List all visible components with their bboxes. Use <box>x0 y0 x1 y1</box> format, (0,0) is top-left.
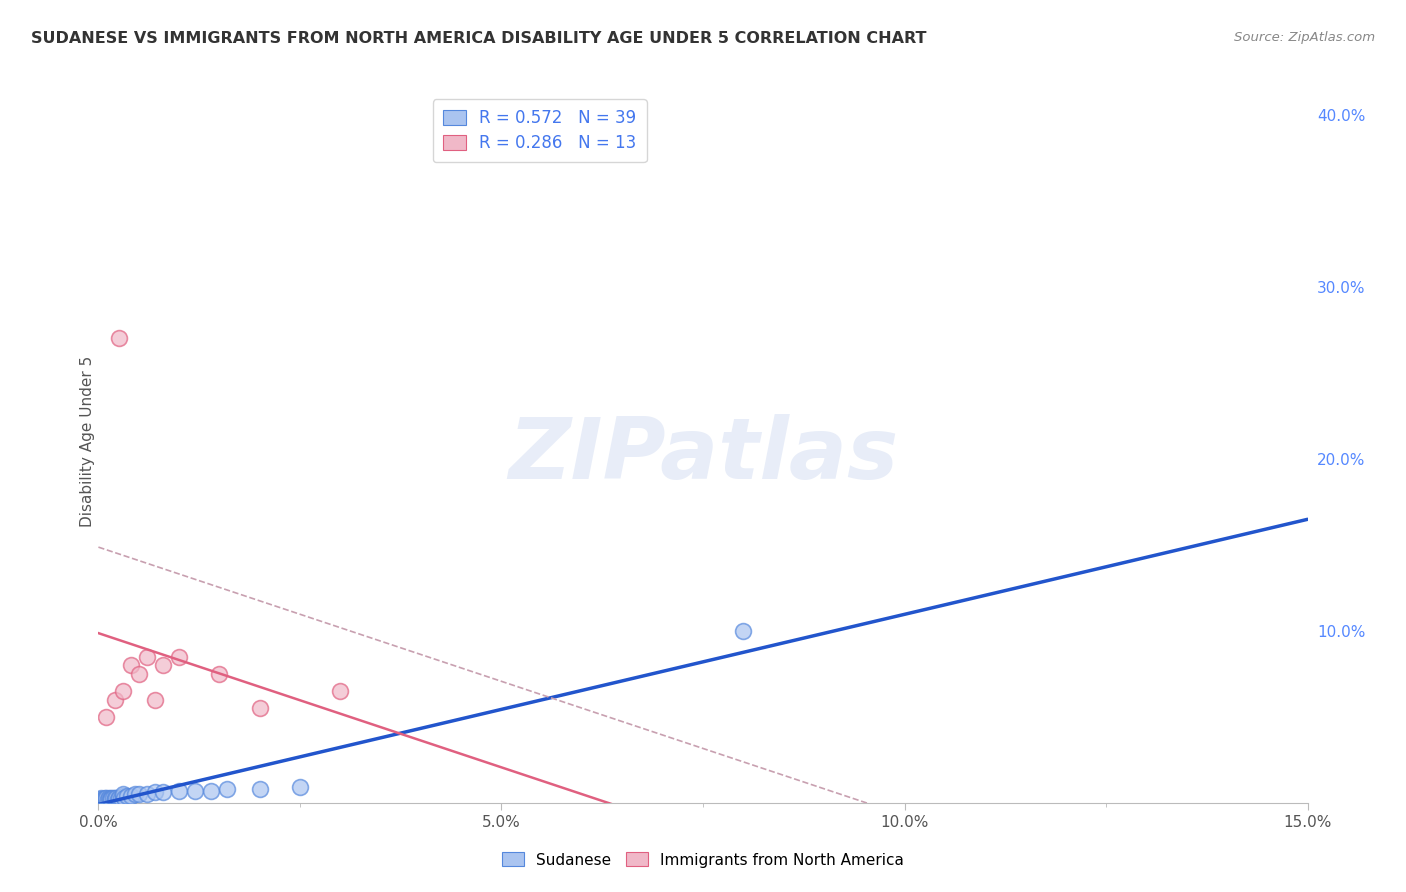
Point <box>143 785 166 799</box>
Point <box>184 784 207 798</box>
Point <box>288 780 311 795</box>
Point <box>152 658 174 673</box>
Point <box>98 792 121 806</box>
Point <box>101 790 124 805</box>
Point <box>103 692 125 706</box>
Point <box>103 790 125 805</box>
Point <box>90 794 112 808</box>
Point <box>97 790 120 805</box>
Point <box>135 649 157 664</box>
Point <box>249 782 271 797</box>
Text: Source: ZipAtlas.com: Source: ZipAtlas.com <box>1234 31 1375 45</box>
Point <box>105 790 128 805</box>
Point <box>733 624 755 638</box>
Point <box>167 649 190 664</box>
Point <box>111 787 134 801</box>
Point <box>100 790 122 805</box>
Point <box>111 684 134 698</box>
Point <box>94 794 117 808</box>
Point <box>112 790 135 805</box>
Point <box>93 792 115 806</box>
Point <box>115 789 138 803</box>
Point <box>120 658 142 673</box>
Point <box>97 792 120 806</box>
Point <box>94 790 117 805</box>
Y-axis label: Disability Age Under 5: Disability Age Under 5 <box>80 356 94 527</box>
Legend: R = 0.572   N = 39, R = 0.286   N = 13: R = 0.572 N = 39, R = 0.286 N = 13 <box>433 99 647 162</box>
Text: ZIPatlas: ZIPatlas <box>508 415 898 498</box>
Point <box>100 792 122 806</box>
Point <box>128 666 150 681</box>
Point <box>96 792 118 806</box>
Legend: Sudanese, Immigrants from North America: Sudanese, Immigrants from North America <box>496 847 910 873</box>
Point <box>96 790 118 805</box>
Point <box>91 794 114 808</box>
Point <box>107 792 129 806</box>
Point <box>90 790 112 805</box>
Point <box>249 701 271 715</box>
Point <box>91 792 114 806</box>
Point <box>110 790 132 805</box>
Point <box>108 790 131 805</box>
Point <box>200 784 222 798</box>
Point <box>124 787 146 801</box>
Point <box>120 789 142 803</box>
Text: SUDANESE VS IMMIGRANTS FROM NORTH AMERICA DISABILITY AGE UNDER 5 CORRELATION CHA: SUDANESE VS IMMIGRANTS FROM NORTH AMERIC… <box>31 31 927 46</box>
Point <box>135 787 157 801</box>
Point <box>96 710 118 724</box>
Point <box>329 684 352 698</box>
Point <box>143 692 166 706</box>
Point <box>152 785 174 799</box>
Point <box>107 331 129 345</box>
Point <box>208 666 231 681</box>
Point <box>167 784 190 798</box>
Point <box>128 787 150 801</box>
Point <box>111 789 134 803</box>
Point <box>217 782 239 797</box>
Point <box>89 792 111 806</box>
Point <box>103 792 125 806</box>
